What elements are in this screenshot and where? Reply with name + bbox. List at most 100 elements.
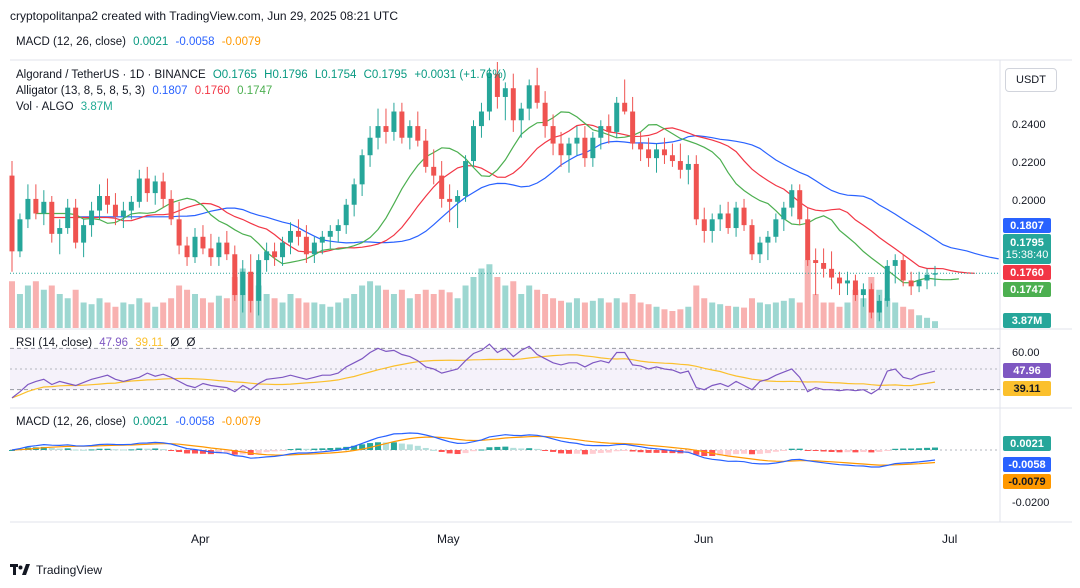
close-price-tag: 0.1795 15:38:40: [1003, 234, 1051, 264]
candle-body: [733, 207, 739, 229]
candle-body: [486, 73, 492, 112]
rsi-legend[interactable]: RSI (14, close) 47.96 39.11 Ø Ø: [16, 337, 200, 349]
macd-signal-value: -0.0079: [221, 416, 261, 428]
macd-histogram-bar: [263, 450, 270, 453]
candle-body: [797, 190, 803, 220]
alligator-label: Alligator (13, 8, 5, 8, 5, 3): [16, 85, 146, 97]
candle-body: [860, 289, 866, 296]
volume-bar: [406, 298, 413, 328]
volume-bar: [382, 289, 389, 328]
volume-bar: [685, 306, 692, 328]
macd-histogram-bar: [701, 450, 708, 456]
candle-body: [89, 210, 95, 226]
macd-histogram-bar: [868, 450, 875, 453]
macd-histogram-bar: [510, 447, 517, 450]
macd-histogram-bar: [812, 450, 819, 451]
candle-body: [9, 175, 15, 252]
candle-body: [725, 213, 731, 229]
macd-histogram-bar: [48, 448, 55, 450]
volume-bar: [24, 285, 31, 328]
macd-histogram-bar: [88, 449, 95, 451]
macd-histogram-bar: [916, 448, 923, 450]
volume-bar: [327, 306, 334, 328]
macd-histogram-bar: [820, 450, 827, 452]
macd-legend[interactable]: MACD (12, 26, close) 0.0021 -0.0058 -0.0…: [16, 416, 265, 428]
candle-body: [661, 149, 667, 156]
volume-bar: [812, 294, 819, 328]
macd-histogram-bar: [876, 450, 883, 452]
volume-bar: [589, 300, 596, 328]
macd-histogram-bar: [892, 448, 899, 450]
macd-histogram-bar: [64, 448, 71, 450]
macd-histogram-bar: [398, 443, 405, 450]
candle-body: [439, 175, 445, 199]
candle-body: [494, 73, 500, 97]
candle-body: [25, 198, 31, 220]
volume-bar: [9, 281, 15, 328]
macd-histogram-bar: [565, 450, 572, 454]
candle-body: [33, 198, 39, 214]
macd-histogram-bar: [478, 449, 485, 451]
candle-body: [57, 228, 63, 234]
candle-body: [693, 163, 699, 220]
volume-label: Vol · ALGO: [16, 101, 74, 113]
volume-legend[interactable]: Vol · ALGO 3.87M: [16, 101, 117, 113]
candle-body: [765, 236, 771, 243]
candle-body: [892, 260, 898, 266]
candle-body: [112, 204, 118, 217]
volume-bar: [565, 302, 572, 328]
macd-histogram-bar: [382, 442, 389, 450]
macd-histogram-bar: [900, 448, 907, 450]
volume-bar: [48, 285, 55, 328]
candle-body: [49, 201, 55, 234]
volume-bar: [136, 298, 143, 328]
alligator-lips: 0.1747: [237, 85, 273, 97]
footer: TradingView: [10, 563, 102, 577]
candle-body: [622, 102, 628, 112]
candle-body: [534, 85, 540, 103]
candle-body: [367, 137, 373, 156]
candle-body: [709, 219, 715, 231]
candle-body: [415, 126, 421, 141]
macd-histogram-bar: [414, 445, 421, 450]
symbol-name[interactable]: Algorand / TetherUS · 1D · BINANCE: [16, 69, 206, 81]
candle-body: [295, 230, 301, 237]
macd-histogram-bar: [526, 448, 533, 450]
volume-bar: [64, 298, 71, 328]
candle-body: [160, 181, 166, 199]
volume-bar: [279, 302, 286, 328]
macd-histogram-bar: [192, 450, 199, 454]
candle-body: [65, 207, 71, 229]
candle-body: [399, 111, 405, 138]
candle-body: [502, 88, 508, 97]
macd-histogram-bar: [430, 449, 437, 451]
alligator-jaw: 0.1807: [152, 85, 188, 97]
macd-histogram-bar: [717, 450, 724, 456]
macd-histogram-bar: [645, 450, 652, 453]
volume-bar: [502, 285, 509, 328]
tradingview-logo-icon: [10, 564, 30, 575]
alligator-lips-line: [35, 111, 959, 284]
macd-histogram-bar: [199, 450, 206, 454]
candle-body: [287, 230, 293, 243]
alligator-legend[interactable]: Alligator (13, 8, 5, 8, 5, 3) 0.1807 0.1…: [16, 85, 276, 97]
ohlc-low: L0.1754: [314, 69, 357, 81]
candle-body: [781, 207, 787, 220]
candle-body: [248, 271, 254, 301]
macd-histogram-bar: [836, 450, 843, 453]
volume-bar: [542, 294, 549, 328]
macd-histogram-bar: [351, 445, 358, 450]
ohlc-high: H0.1796: [264, 69, 308, 81]
currency-button[interactable]: USDT: [1005, 68, 1057, 92]
volume-bar: [677, 309, 684, 328]
macd-histogram-bar: [9, 450, 15, 451]
macd-histogram-bar: [40, 446, 47, 450]
candle-body: [805, 219, 811, 261]
price-tick: 0.2000: [1012, 195, 1046, 207]
macd-histogram-bar: [247, 450, 254, 455]
candle-body: [272, 251, 278, 258]
volume-bar: [621, 302, 628, 328]
macd-histogram-bar: [669, 450, 676, 454]
macd-histogram-bar: [96, 448, 103, 450]
volume-bar: [892, 302, 899, 328]
